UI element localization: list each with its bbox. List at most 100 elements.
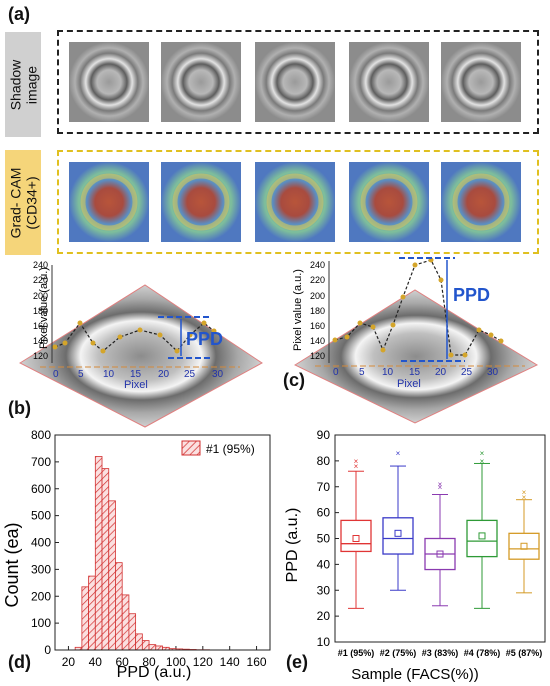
profile-c-ytick: 140: [310, 336, 325, 346]
histogram-bar-8: [128, 613, 137, 651]
profile-b-ylabel: Pixel value (a.u.): [38, 267, 50, 349]
histogram-ytick-label: 400: [31, 536, 51, 550]
histogram-ytick-label: 100: [31, 616, 51, 630]
histogram-ytick-label: 600: [31, 482, 51, 496]
profile-b-points: [52, 320, 217, 354]
boxplot-ytick-label: 20: [317, 609, 331, 623]
gradcam-image-5: [441, 162, 521, 242]
histogram-ylabel: Count (ea): [2, 522, 22, 607]
profile-c-xtick: 15: [409, 367, 421, 378]
profile-b-ytick: 120: [33, 351, 48, 361]
profile-b-yticks: 240 220 200 180 160 140 120: [33, 260, 48, 361]
profile-b-shadow-disc: [18, 284, 263, 428]
boxplot-box: [340, 519, 372, 553]
histogram-bar-10: [141, 640, 150, 651]
boxplot-boxes: ×××××××××: [340, 449, 540, 609]
boxplot-outlier: ×: [354, 462, 359, 471]
boxplot-mean: [352, 535, 360, 542]
profile-c-xlabel: Pixel: [397, 378, 421, 390]
boxplot-ytick-label: 10: [317, 635, 331, 649]
gradcam-tag: Grad- CAM (CD34+): [5, 150, 41, 255]
histogram-xtick-label: 40: [89, 655, 103, 669]
boxplot-box: [382, 517, 414, 555]
boxplot-yticks: 10 20 30 40 50 60 70 80 90: [317, 428, 339, 649]
profile-b-xlabel: Pixel: [124, 379, 148, 391]
boxplot-outlier: ×: [480, 457, 485, 466]
histogram-bar-4: [101, 468, 110, 651]
gradcam-image-3: [255, 162, 335, 242]
histogram-frame: [54, 434, 271, 651]
histogram-bar-9: [135, 633, 143, 651]
histogram-xtick-label: 60: [116, 655, 130, 669]
gradcam-image-1: [69, 162, 149, 242]
histogram-ytick-label: 200: [31, 589, 51, 603]
histogram-ytick-label: 300: [31, 562, 51, 576]
boxplot-ytick-label: 90: [317, 428, 331, 442]
profile-c-ytick: 240: [310, 260, 325, 270]
histogram-bar-11: [148, 644, 157, 651]
boxplot-outlier: ×: [354, 457, 359, 466]
boxplot-chart: PPD (a.u.) Sample (FACS(%)) 10 20 30 40 50 60…: [284, 428, 546, 683]
histogram-ytick-label: 500: [31, 509, 51, 523]
profile-c-yticks: 240 220 200 180 160 140 120: [310, 260, 325, 361]
panel-label-a: (a): [8, 4, 30, 24]
profile-c-ytick: 180: [310, 306, 325, 316]
panel-label-e: (e): [286, 652, 308, 672]
profile-c-points: [332, 257, 504, 358]
histogram-ytick-label: 700: [31, 455, 51, 469]
histogram-xtick-label: 20: [62, 655, 76, 669]
gradcam-label: Grad- CAM (CD34+): [7, 167, 40, 238]
boxplot-ytick-label: 40: [317, 557, 331, 571]
shadow-image-5: [441, 42, 521, 122]
histogram-bar-2: [88, 575, 96, 651]
histogram-xtick-label: 120: [193, 655, 213, 669]
boxplot-ylabel: PPD (a.u.): [284, 508, 301, 583]
boxplot-xtick-label: #5 (87%): [506, 648, 543, 658]
boxplot-outlier: ×: [522, 493, 527, 502]
histogram-ytick-label: 800: [31, 428, 51, 442]
boxplot-ytick-label: 60: [317, 506, 331, 520]
shadow-image-2: [161, 42, 241, 122]
shadow-image-3: [255, 42, 335, 122]
profile-c-xtick: 20: [435, 367, 447, 378]
histogram-xtick-label: 100: [166, 655, 186, 669]
histogram-xlabel: PPD (a.u.): [117, 664, 192, 681]
profile-c-ppd-label: PPD: [453, 285, 490, 305]
boxplot-mean: [478, 532, 486, 540]
histogram-bar-5: [108, 500, 116, 651]
shadow-image-tag: Shadow image: [5, 32, 41, 137]
profile-b-ytick: 240: [33, 260, 48, 270]
gradcam-image-2: [161, 162, 241, 242]
histogram-xtick-label: 160: [247, 655, 267, 669]
profile-b-xtick: 5: [78, 369, 84, 380]
histogram-xticks: 20 40 60 80 100 120 140 160: [62, 646, 267, 669]
profile-c-ytick: 200: [310, 291, 325, 301]
profile-c-xtick: 25: [461, 367, 473, 378]
boxplot-ytick-label: 80: [317, 454, 331, 468]
profile-b-ppd-label: PPD: [186, 329, 223, 349]
histogram-xtick-label: 140: [220, 655, 240, 669]
profile-b-ytick: 180: [33, 306, 48, 316]
histogram-chart: Count (ea) PPD (a.u.) 0 100 200 300 400 500 60…: [2, 428, 271, 681]
profile-b-curve: [54, 321, 215, 352]
profile-b-xtick: 25: [184, 369, 196, 380]
boxplot-outlier: ×: [480, 449, 485, 458]
profile-c-xtick: 30: [487, 367, 499, 378]
boxplot-xtick-label: #1 (95%): [338, 648, 375, 658]
histogram-yticks: 0 100 200 300 400 500 600 700 800: [31, 428, 59, 657]
profile-plot-b: Pixel value (a.u.) 240 220 200 180 160 1…: [18, 260, 263, 428]
profile-b-xtick: 10: [103, 369, 115, 380]
profile-b-xtick: 30: [212, 369, 224, 380]
panel-label-c: (c): [283, 370, 305, 390]
histogram-bar-12: [155, 645, 163, 651]
histogram-bar-1: [81, 586, 89, 651]
shadow-image-1: [69, 42, 149, 122]
profile-c-xticks: 0 5 10 15 20 25 30: [333, 367, 499, 378]
profile-c-ytick: 220: [310, 275, 325, 285]
profile-b-xtick: 20: [158, 369, 170, 380]
boxplot-mean: [394, 529, 402, 537]
boxplot-outlier: ×: [396, 449, 401, 458]
shadow-image-frame: [57, 30, 539, 134]
boxplot-mean: [520, 542, 528, 550]
boxplot-box: [466, 519, 498, 558]
